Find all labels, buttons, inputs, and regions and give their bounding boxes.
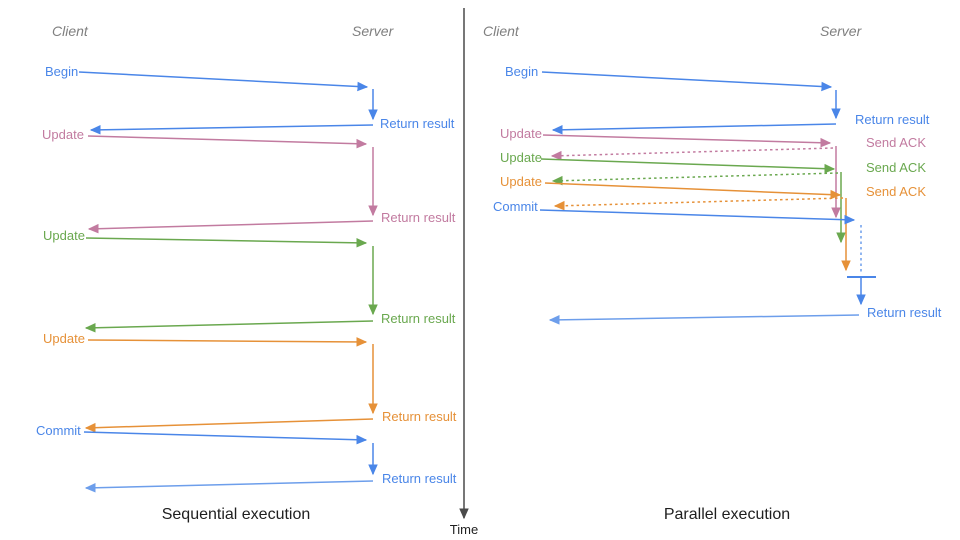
par-update3-request-arrow bbox=[544, 182, 842, 200]
seq-update1-request-arrow bbox=[87, 135, 368, 149]
par-update2-ack-label: Send ACK bbox=[866, 160, 926, 175]
seq-update2-response-arrow bbox=[84, 320, 374, 333]
seq-update1-response-arrow bbox=[87, 220, 374, 234]
seq-commit-request-arrow bbox=[83, 431, 368, 445]
seq-client-header: Client bbox=[52, 23, 89, 39]
seq-begin-response-arrow bbox=[89, 124, 374, 135]
par-commit-label: Commit bbox=[493, 199, 538, 214]
seq-commit-label: Commit bbox=[36, 423, 81, 438]
seq-update3-response-arrow bbox=[84, 418, 374, 433]
time-axis-label: Time bbox=[450, 522, 478, 537]
seq-update2-message: Update Return result bbox=[43, 228, 456, 333]
sequential-caption: Sequential execution bbox=[162, 506, 311, 523]
par-commit-response-arrow bbox=[548, 314, 860, 325]
seq-update3-label: Update bbox=[43, 331, 85, 346]
par-update1-request-arrow bbox=[542, 134, 832, 148]
seq-update2-label: Update bbox=[43, 228, 85, 243]
par-update2-message: Update Send ACK bbox=[500, 150, 926, 244]
par-update1-ack-label: Send ACK bbox=[866, 135, 926, 150]
par-update2-label: Update bbox=[500, 150, 542, 165]
seq-update1-label: Update bbox=[42, 127, 84, 142]
par-update1-ack-arrow bbox=[550, 147, 834, 161]
par-update1-label: Update bbox=[500, 126, 542, 141]
seq-update3-message: Update Return result bbox=[43, 331, 457, 433]
par-begin-request-arrow bbox=[541, 71, 833, 92]
par-commit-message: Commit Return result bbox=[493, 199, 942, 325]
parallel-caption: Parallel execution bbox=[664, 506, 790, 523]
par-update2-request-arrow bbox=[540, 158, 836, 174]
seq-update2-request-arrow bbox=[85, 237, 368, 248]
par-server-header: Server bbox=[820, 23, 863, 39]
seq-commit-response-arrow bbox=[84, 480, 374, 493]
seq-update3-response-label: Return result bbox=[382, 409, 457, 424]
seq-server-header: Server bbox=[352, 23, 395, 39]
seq-commit-response-label: Return result bbox=[382, 471, 457, 486]
parallel-diagram: Client Server Begin Return result Update… bbox=[483, 23, 942, 523]
time-axis: Time bbox=[450, 8, 478, 537]
seq-update3-request-arrow bbox=[87, 337, 368, 347]
seq-begin-request-arrow bbox=[78, 71, 369, 92]
par-begin-response-arrow bbox=[551, 123, 837, 135]
par-update2-ack-arrow bbox=[551, 172, 839, 186]
par-update1-message: Update Send ACK bbox=[500, 126, 926, 219]
par-update3-ack-label: Send ACK bbox=[866, 184, 926, 199]
par-begin-message: Begin Return result bbox=[505, 64, 930, 135]
par-update3-ack-arrow bbox=[553, 197, 844, 211]
seq-commit-message: Commit Return result bbox=[36, 423, 457, 493]
par-commit-request-arrow bbox=[539, 209, 856, 225]
par-begin-response-label: Return result bbox=[855, 112, 930, 127]
par-update3-message: Update Send ACK bbox=[500, 174, 926, 272]
par-begin-label: Begin bbox=[505, 64, 538, 79]
seq-update1-message: Update Return result bbox=[42, 127, 456, 234]
par-update3-label: Update bbox=[500, 174, 542, 189]
sequential-diagram: Client Server Begin Return result Update… bbox=[36, 23, 457, 523]
seq-begin-label: Begin bbox=[45, 64, 78, 79]
seq-begin-response-label: Return result bbox=[380, 116, 455, 131]
seq-begin-message: Begin Return result bbox=[45, 64, 455, 135]
seq-update1-response-label: Return result bbox=[381, 210, 456, 225]
seq-update2-response-label: Return result bbox=[381, 311, 456, 326]
par-client-header: Client bbox=[483, 23, 520, 39]
par-commit-response-label: Return result bbox=[867, 305, 942, 320]
